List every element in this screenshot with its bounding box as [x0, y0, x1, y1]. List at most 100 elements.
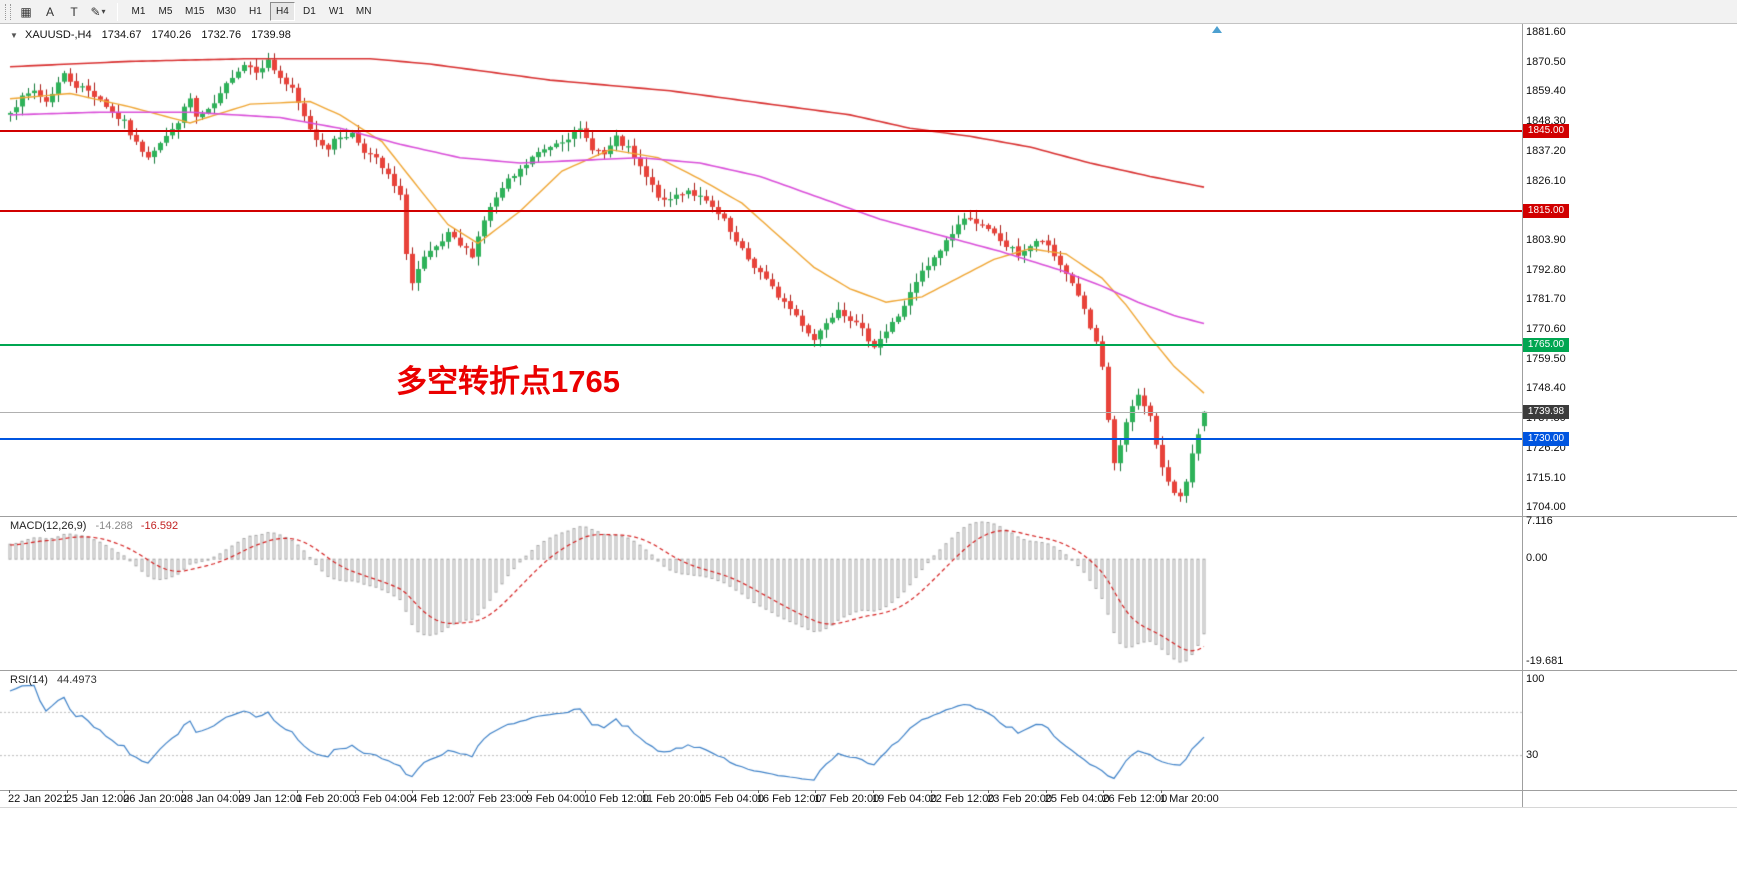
timeframe-button-m1[interactable]: M1	[131, 6, 146, 17]
timeframe-button-h4[interactable]: H4	[269, 2, 295, 21]
price-axis-label: 1759.50	[1526, 352, 1566, 365]
time-axis-label: 19 Feb 04:00	[872, 793, 937, 805]
price-line-tag[interactable]: 1845.00	[1523, 124, 1569, 138]
time-axis-tick	[412, 790, 414, 793]
rsi-panel-canvas[interactable]	[0, 671, 1522, 790]
timeframe-button-h1[interactable]: H1	[249, 6, 262, 17]
text-tool-icon[interactable]: A	[45, 4, 54, 19]
price-scale-separator[interactable]	[1522, 24, 1523, 807]
time-axis-tick	[354, 790, 356, 793]
time-axis-label: 1 Mar 20:00	[1160, 793, 1219, 805]
time-axis-tick	[9, 790, 10, 793]
symbol-period-label: XAUUSD-,H4	[24, 29, 92, 41]
price-line-tag[interactable]: 1730.00	[1523, 432, 1569, 446]
time-axis-label: 1 Feb 20:00	[296, 793, 355, 805]
close-value: 1739.98	[251, 29, 291, 41]
time-axis-label: 28 Jan 04:00	[180, 793, 245, 805]
price-axis-label: 1770.60	[1526, 323, 1566, 335]
rsi-name: RSI(14)	[10, 674, 48, 686]
price-axis-label: 1792.80	[1526, 263, 1566, 276]
time-axis-tick	[873, 790, 874, 793]
text-label-tool-icon[interactable]: T	[70, 4, 78, 19]
time-axis-tick	[700, 790, 702, 793]
rsi-panel-separator[interactable]	[0, 670, 1737, 671]
rsi-scale-label: 30	[1526, 748, 1539, 761]
high-value: 1740.26	[151, 29, 192, 41]
price-axis-label: 1826.10	[1526, 174, 1566, 187]
macd-scale-label: 0.00	[1526, 552, 1548, 565]
macd-scale-label: 7.116	[1526, 515, 1553, 527]
macd-indicator-label: MACD(12,26,9) -14.288 -16.592	[10, 520, 178, 532]
price-horizontal-line[interactable]	[0, 210, 1522, 212]
chart-shift-marker[interactable]	[1212, 26, 1222, 33]
time-axis-label: 25 Feb 04:00	[1044, 793, 1110, 805]
price-axis-label: 1704.00	[1526, 501, 1566, 514]
price-line-tag[interactable]: 1765.00	[1523, 338, 1569, 352]
symbol-ohlc-line: ▼ XAUUSD-,H4 1734.67 1740.26 1732.76 173…	[10, 29, 291, 41]
rsi-value: 44.4973	[56, 674, 97, 686]
time-axis-label: 17 Feb 20:00	[814, 793, 880, 805]
time-axis-label: 26 Feb 12:00	[1102, 793, 1168, 805]
timeframe-toolbar: M1 M5 M15 M30 H1 H4 D1 W1 MN	[125, 2, 377, 21]
collapse-arrow-icon[interactable]: ▼	[10, 31, 18, 40]
macd-panel-separator[interactable]	[0, 516, 1737, 517]
price-axis-label: 1870.50	[1526, 55, 1566, 68]
open-value: 1734.67	[101, 29, 142, 41]
macd-scale-label: -19.681	[1526, 655, 1564, 667]
time-axis-label: 7 Feb 23:00	[468, 793, 528, 805]
window-bottom-border	[0, 807, 1737, 808]
time-axis-tick	[1045, 790, 1047, 793]
rsi-indicator-label: RSI(14) 44.4973	[10, 674, 97, 686]
price-axis-label: 1803.90	[1526, 233, 1566, 246]
timeframe-button-d1[interactable]: D1	[303, 6, 316, 17]
timeframe-button-mn[interactable]: MN	[355, 6, 372, 17]
drawing-tool-icon[interactable]: ✎ ▾	[90, 4, 106, 19]
time-axis-tick	[1161, 790, 1162, 793]
rsi-scale-label: 100	[1526, 673, 1545, 685]
time-axis-separator	[0, 790, 1737, 791]
time-axis-label: 15 Feb 04:00	[699, 793, 765, 805]
time-axis-label: 10 Feb 12:00	[584, 793, 649, 805]
time-axis-tick	[181, 790, 183, 793]
price-axis-label: 1837.20	[1526, 144, 1566, 157]
time-axis-tick	[124, 790, 126, 793]
time-axis-label: 25 Jan 12:00	[65, 793, 130, 805]
macd-panel-canvas[interactable]	[0, 517, 1522, 670]
time-axis-tick	[297, 790, 298, 793]
drawing-tools-group: ▦ A T ✎ ▾	[14, 2, 110, 21]
low-value: 1732.76	[201, 29, 242, 41]
price-axis-label: 1748.40	[1526, 382, 1566, 395]
price-line-tag[interactable]: 1739.98	[1523, 405, 1569, 419]
price-horizontal-line[interactable]	[0, 412, 1522, 413]
time-axis-label: 4 Feb 12:00	[411, 793, 470, 805]
timeframe-button-w1[interactable]: W1	[328, 6, 344, 17]
time-axis-label: 22 Feb 12:00	[929, 793, 995, 805]
price-horizontal-line[interactable]	[0, 130, 1522, 132]
time-axis-label: 3 Feb 04:00	[353, 793, 413, 805]
price-chart-canvas[interactable]	[0, 24, 1522, 516]
toolbar-grip[interactable]	[5, 3, 11, 20]
time-axis-label: 16 Feb 12:00	[756, 793, 822, 805]
timeframe-button-m5[interactable]: M5	[158, 6, 173, 17]
timeframe-button-m30[interactable]: M30	[216, 6, 236, 17]
time-axis-label: 29 Jan 12:00	[238, 793, 303, 805]
time-axis-tick	[239, 790, 241, 793]
time-axis-tick	[527, 790, 529, 793]
chart-grid-icon[interactable]: ▦	[20, 4, 32, 19]
price-horizontal-line[interactable]	[0, 438, 1522, 440]
time-axis-label: 9 Feb 04:00	[526, 793, 586, 805]
time-axis-label: 11 Feb 20:00	[641, 793, 706, 805]
price-line-tag[interactable]: 1815.00	[1523, 204, 1569, 218]
main-toolbar: ▦ A T ✎ ▾ M1 M5 M15 M30 H1 H4 D1 W1 MN	[0, 0, 1737, 24]
dropdown-caret-icon[interactable]: ▾	[101, 7, 106, 16]
time-axis-label: 26 Jan 20:00	[123, 793, 187, 805]
chart-annotation-text: 多空转折点1765	[396, 364, 620, 399]
timeframe-button-m15[interactable]: M15	[185, 6, 205, 17]
macd-name: MACD(12,26,9)	[10, 520, 87, 532]
time-axis-label: 22 Jan 2021	[8, 793, 69, 805]
price-axis-label: 1781.70	[1526, 293, 1566, 306]
price-axis-label: 1715.10	[1526, 471, 1566, 484]
time-axis-tick	[815, 790, 817, 793]
price-horizontal-line[interactable]	[0, 344, 1522, 346]
